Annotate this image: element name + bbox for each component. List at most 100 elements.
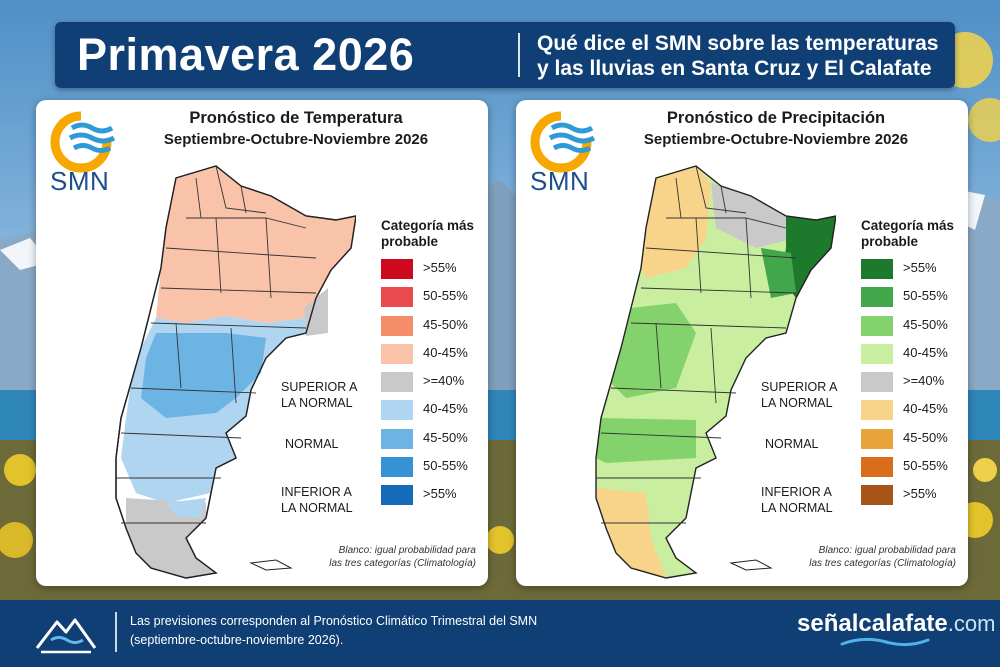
- legend-swatch: [861, 287, 893, 308]
- category-inferior-line2: LA NORMAL: [281, 501, 353, 515]
- legend-title-line2: probable: [861, 234, 919, 249]
- category-inferior-line1: INFERIOR A: [281, 485, 352, 499]
- header-divider: [518, 33, 520, 77]
- legend-item: 45-50%: [861, 314, 961, 342]
- legend-label: 45-50%: [423, 316, 468, 332]
- legend-label: >55%: [903, 260, 937, 275]
- legend-label: 40-45%: [903, 401, 948, 417]
- legend-item: 50-55%: [381, 285, 481, 313]
- panel-title-main: Pronóstico de Temperatura: [189, 109, 403, 127]
- legend-title: Categoría más probable: [381, 218, 486, 250]
- legend-label: >55%: [423, 260, 457, 275]
- legend-item: 50-55%: [861, 285, 961, 313]
- legend-item: 40-45%: [861, 342, 961, 370]
- legend-swatch: [381, 485, 413, 506]
- legend-label: 45-50%: [903, 429, 948, 445]
- note-line2: las tres categorías (Climatología): [809, 558, 956, 569]
- legend-item: 45-50%: [381, 314, 481, 342]
- legend-label: 50-55%: [903, 458, 948, 474]
- category-superior-line1: SUPERIOR A: [761, 380, 838, 394]
- category-superior: SUPERIOR A LA NORMAL: [761, 379, 837, 411]
- legend-swatch: [381, 259, 413, 279]
- legend-label: 50-55%: [423, 288, 468, 304]
- legend-swatch: [861, 259, 893, 279]
- legend-label: >=40%: [903, 373, 945, 389]
- legend-item: >55%: [381, 483, 481, 511]
- category-inferior-line1: INFERIOR A: [761, 485, 832, 499]
- brand-domain: .com: [947, 611, 996, 636]
- legend-swatch: [381, 400, 413, 421]
- legend: >55% 50-55% 45-50% 40-45% >=40% 40-45% 4…: [381, 257, 481, 512]
- legend-title: Categoría más probable: [861, 218, 966, 250]
- legend-label: >55%: [903, 486, 937, 502]
- legend-label: 45-50%: [423, 429, 468, 445]
- legend-item: >55%: [861, 483, 961, 511]
- temperature-forecast-map: [115, 165, 356, 579]
- panel-title-period: Septiembre-Octubre-Noviembre 2026: [643, 131, 909, 148]
- category-inferior: INFERIOR A LA NORMAL: [281, 484, 353, 516]
- header-banner: Primavera 2026 Qué dice el SMN sobre las…: [55, 22, 955, 88]
- footer-bar: Las previsiones corresponden al Pronósti…: [0, 600, 1000, 667]
- category-superior: SUPERIOR A LA NORMAL: [281, 379, 357, 411]
- footer-text-line2: (septiembre-octubre-noviembre 2026).: [130, 633, 344, 647]
- legend-swatch: [381, 428, 413, 449]
- legend-label: 40-45%: [423, 401, 468, 417]
- category-superior-line1: SUPERIOR A: [281, 380, 358, 394]
- legend-item: 40-45%: [381, 342, 481, 370]
- legend-item: >=40%: [861, 370, 961, 398]
- header-subtitle-line2: y las lluvias en Santa Cruz y El Calafat…: [537, 57, 932, 80]
- smn-logo-text: SMN: [50, 166, 110, 196]
- category-superior-line2: LA NORMAL: [761, 396, 833, 410]
- legend-title-line2: probable: [381, 234, 439, 249]
- legend-label: 45-50%: [903, 316, 948, 332]
- climatology-note: Blanco: igual probabilidad para las tres…: [756, 544, 956, 570]
- footer-text: Las previsiones corresponden al Pronósti…: [130, 612, 537, 650]
- header-title: Primavera 2026: [77, 29, 415, 80]
- category-inferior: INFERIOR A LA NORMAL: [761, 484, 833, 516]
- legend-item: 40-45%: [381, 398, 481, 426]
- panel-title-main: Pronóstico de Precipitación: [666, 109, 886, 127]
- legend-swatch: [381, 315, 413, 336]
- category-inferior-line2: LA NORMAL: [761, 501, 833, 515]
- legend-swatch: [381, 372, 413, 393]
- legend-label: >55%: [423, 486, 457, 502]
- precipitation-forecast-panel: SMN Pronóstico de Precipitación Septiemb…: [516, 100, 968, 586]
- legend-swatch: [861, 343, 893, 364]
- legend-title-line1: Categoría más: [381, 218, 475, 233]
- legend-item: 40-45%: [861, 398, 961, 426]
- note-line1: Blanco: igual probabilidad para: [338, 545, 476, 556]
- panel-title: Pronóstico de Temperatura Septiembre-Oct…: [146, 108, 446, 150]
- legend-item: 45-50%: [381, 427, 481, 455]
- category-normal: NORMAL: [765, 437, 819, 451]
- smn-logo-text: SMN: [530, 166, 590, 196]
- footer-divider: [115, 612, 117, 652]
- legend-item: >=40%: [381, 370, 481, 398]
- legend: >55% 50-55% 45-50% 40-45% >=40% 40-45% 4…: [861, 257, 961, 512]
- legend-label: 50-55%: [903, 288, 948, 304]
- brand-logo[interactable]: señalcalafate.com: [797, 610, 995, 638]
- brand-name: señalcalafate: [797, 610, 948, 637]
- legend-swatch: [381, 343, 413, 364]
- legend-label: 40-45%: [903, 344, 948, 360]
- panel-title-period: Septiembre-Octubre-Noviembre 2026: [163, 131, 429, 148]
- legend-title-line1: Categoría más: [861, 218, 955, 233]
- legend-item: >55%: [861, 257, 961, 285]
- legend-swatch: [861, 485, 893, 506]
- legend-swatch: [381, 457, 413, 478]
- legend-item: 50-55%: [861, 455, 961, 483]
- category-normal: NORMAL: [285, 437, 339, 451]
- panel-title: Pronóstico de Precipitación Septiembre-O…: [626, 108, 926, 150]
- legend-item: 45-50%: [861, 427, 961, 455]
- climatology-note: Blanco: igual probabilidad para las tres…: [276, 544, 476, 570]
- legend-label: 50-55%: [423, 458, 468, 474]
- legend-label: 40-45%: [423, 344, 468, 360]
- header-subtitle: Qué dice el SMN sobre las temperaturas y…: [537, 31, 947, 81]
- legend-swatch: [381, 287, 413, 308]
- note-line2: las tres categorías (Climatología): [329, 558, 476, 569]
- mountain-logo-icon: [35, 618, 97, 654]
- legend-label: >=40%: [423, 373, 465, 389]
- legend-swatch: [861, 400, 893, 421]
- smn-logo-icon: [530, 111, 596, 173]
- footer-text-line1: Las previsiones corresponden al Pronósti…: [130, 614, 538, 628]
- temperature-forecast-panel: SMN Pronóstico de Temperatura Septiembre…: [36, 100, 488, 586]
